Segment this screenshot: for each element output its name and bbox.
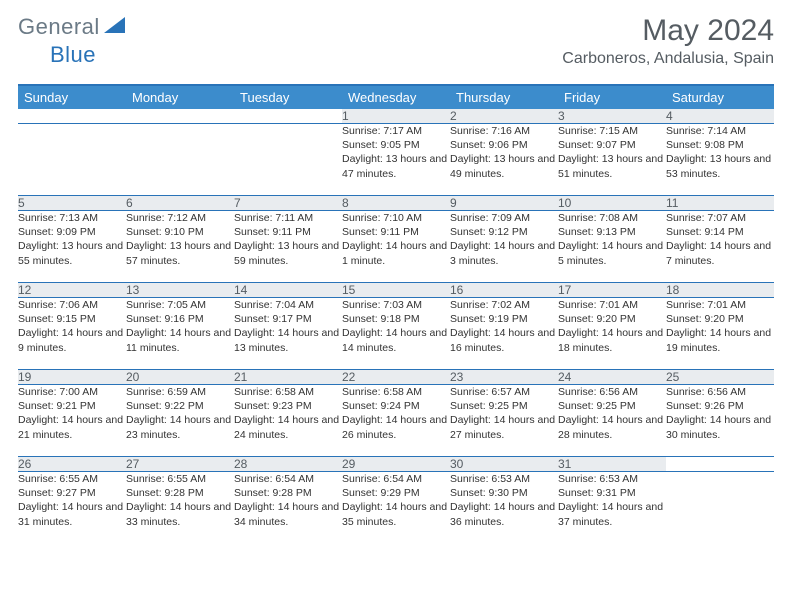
day-details: Sunrise: 6:58 AMSunset: 9:24 PMDaylight:… bbox=[342, 385, 450, 457]
detail-row: Sunrise: 7:13 AMSunset: 9:09 PMDaylight:… bbox=[18, 211, 774, 283]
detail-row: Sunrise: 7:06 AMSunset: 9:15 PMDaylight:… bbox=[18, 298, 774, 370]
day-details: Sunrise: 7:07 AMSunset: 9:14 PMDaylight:… bbox=[666, 211, 774, 283]
day-number: 18 bbox=[666, 283, 774, 298]
day-number: 28 bbox=[234, 457, 342, 472]
day-number bbox=[18, 109, 126, 124]
day-details: Sunrise: 7:01 AMSunset: 9:20 PMDaylight:… bbox=[666, 298, 774, 370]
logo-text-general: General bbox=[18, 14, 100, 40]
day-number: 14 bbox=[234, 283, 342, 298]
day-number bbox=[126, 109, 234, 124]
daynum-row: 12131415161718 bbox=[18, 283, 774, 298]
day-details: Sunrise: 6:53 AMSunset: 9:30 PMDaylight:… bbox=[450, 472, 558, 544]
day-details bbox=[126, 124, 234, 196]
col-sunday: Sunday bbox=[18, 86, 126, 109]
day-number: 15 bbox=[342, 283, 450, 298]
day-number: 26 bbox=[18, 457, 126, 472]
day-details: Sunrise: 7:01 AMSunset: 9:20 PMDaylight:… bbox=[558, 298, 666, 370]
day-details: Sunrise: 6:54 AMSunset: 9:29 PMDaylight:… bbox=[342, 472, 450, 544]
day-number bbox=[666, 457, 774, 472]
day-details: Sunrise: 7:00 AMSunset: 9:21 PMDaylight:… bbox=[18, 385, 126, 457]
day-details: Sunrise: 6:53 AMSunset: 9:31 PMDaylight:… bbox=[558, 472, 666, 544]
day-number: 3 bbox=[558, 109, 666, 124]
weekday-header-row: Sunday Monday Tuesday Wednesday Thursday… bbox=[18, 86, 774, 109]
day-details: Sunrise: 7:09 AMSunset: 9:12 PMDaylight:… bbox=[450, 211, 558, 283]
day-number: 20 bbox=[126, 370, 234, 385]
col-tuesday: Tuesday bbox=[234, 86, 342, 109]
title-block: May 2024 Carboneros, Andalusia, Spain bbox=[562, 14, 774, 72]
day-details bbox=[666, 472, 774, 544]
detail-row: Sunrise: 7:00 AMSunset: 9:21 PMDaylight:… bbox=[18, 385, 774, 457]
col-monday: Monday bbox=[126, 86, 234, 109]
day-details: Sunrise: 7:03 AMSunset: 9:18 PMDaylight:… bbox=[342, 298, 450, 370]
daynum-row: 567891011 bbox=[18, 196, 774, 211]
day-number: 25 bbox=[666, 370, 774, 385]
day-number: 29 bbox=[342, 457, 450, 472]
day-number: 30 bbox=[450, 457, 558, 472]
col-saturday: Saturday bbox=[666, 86, 774, 109]
day-number: 2 bbox=[450, 109, 558, 124]
day-details: Sunrise: 7:14 AMSunset: 9:08 PMDaylight:… bbox=[666, 124, 774, 196]
day-number: 8 bbox=[342, 196, 450, 211]
day-number: 6 bbox=[126, 196, 234, 211]
logo: General bbox=[18, 14, 128, 40]
day-details: Sunrise: 7:05 AMSunset: 9:16 PMDaylight:… bbox=[126, 298, 234, 370]
day-number: 31 bbox=[558, 457, 666, 472]
day-details: Sunrise: 7:12 AMSunset: 9:10 PMDaylight:… bbox=[126, 211, 234, 283]
day-number: 9 bbox=[450, 196, 558, 211]
day-number: 19 bbox=[18, 370, 126, 385]
day-number: 21 bbox=[234, 370, 342, 385]
calendar-table: Sunday Monday Tuesday Wednesday Thursday… bbox=[18, 86, 774, 544]
day-details: Sunrise: 7:13 AMSunset: 9:09 PMDaylight:… bbox=[18, 211, 126, 283]
day-details bbox=[234, 124, 342, 196]
day-details: Sunrise: 7:10 AMSunset: 9:11 PMDaylight:… bbox=[342, 211, 450, 283]
col-thursday: Thursday bbox=[450, 86, 558, 109]
day-number: 17 bbox=[558, 283, 666, 298]
day-details: Sunrise: 7:16 AMSunset: 9:06 PMDaylight:… bbox=[450, 124, 558, 196]
day-details: Sunrise: 7:02 AMSunset: 9:19 PMDaylight:… bbox=[450, 298, 558, 370]
day-details: Sunrise: 6:57 AMSunset: 9:25 PMDaylight:… bbox=[450, 385, 558, 457]
header: General May 2024 Carboneros, Andalusia, … bbox=[18, 14, 774, 72]
day-number: 23 bbox=[450, 370, 558, 385]
month-title: May 2024 bbox=[562, 14, 774, 48]
detail-row: Sunrise: 7:17 AMSunset: 9:05 PMDaylight:… bbox=[18, 124, 774, 196]
day-number: 24 bbox=[558, 370, 666, 385]
day-details: Sunrise: 6:55 AMSunset: 9:28 PMDaylight:… bbox=[126, 472, 234, 544]
daynum-row: 262728293031 bbox=[18, 457, 774, 472]
logo-text-blue: Blue bbox=[50, 42, 96, 67]
day-number: 7 bbox=[234, 196, 342, 211]
day-details: Sunrise: 7:06 AMSunset: 9:15 PMDaylight:… bbox=[18, 298, 126, 370]
day-details: Sunrise: 7:08 AMSunset: 9:13 PMDaylight:… bbox=[558, 211, 666, 283]
day-number: 11 bbox=[666, 196, 774, 211]
day-details: Sunrise: 7:17 AMSunset: 9:05 PMDaylight:… bbox=[342, 124, 450, 196]
detail-row: Sunrise: 6:55 AMSunset: 9:27 PMDaylight:… bbox=[18, 472, 774, 544]
day-details: Sunrise: 6:55 AMSunset: 9:27 PMDaylight:… bbox=[18, 472, 126, 544]
day-details: Sunrise: 6:54 AMSunset: 9:28 PMDaylight:… bbox=[234, 472, 342, 544]
daynum-row: 19202122232425 bbox=[18, 370, 774, 385]
day-number: 1 bbox=[342, 109, 450, 124]
day-number: 27 bbox=[126, 457, 234, 472]
day-number: 4 bbox=[666, 109, 774, 124]
col-friday: Friday bbox=[558, 86, 666, 109]
day-details: Sunrise: 6:56 AMSunset: 9:25 PMDaylight:… bbox=[558, 385, 666, 457]
day-number: 13 bbox=[126, 283, 234, 298]
logo-sail-icon bbox=[104, 16, 126, 39]
day-details: Sunrise: 7:11 AMSunset: 9:11 PMDaylight:… bbox=[234, 211, 342, 283]
location: Carboneros, Andalusia, Spain bbox=[562, 50, 774, 72]
day-number: 16 bbox=[450, 283, 558, 298]
day-details: Sunrise: 6:59 AMSunset: 9:22 PMDaylight:… bbox=[126, 385, 234, 457]
day-details: Sunrise: 7:15 AMSunset: 9:07 PMDaylight:… bbox=[558, 124, 666, 196]
day-number: 5 bbox=[18, 196, 126, 211]
day-number: 22 bbox=[342, 370, 450, 385]
day-number: 12 bbox=[18, 283, 126, 298]
day-number: 10 bbox=[558, 196, 666, 211]
day-details bbox=[18, 124, 126, 196]
col-wednesday: Wednesday bbox=[342, 86, 450, 109]
day-details: Sunrise: 6:56 AMSunset: 9:26 PMDaylight:… bbox=[666, 385, 774, 457]
day-number bbox=[234, 109, 342, 124]
day-details: Sunrise: 6:58 AMSunset: 9:23 PMDaylight:… bbox=[234, 385, 342, 457]
daynum-row: 1234 bbox=[18, 109, 774, 124]
day-details: Sunrise: 7:04 AMSunset: 9:17 PMDaylight:… bbox=[234, 298, 342, 370]
